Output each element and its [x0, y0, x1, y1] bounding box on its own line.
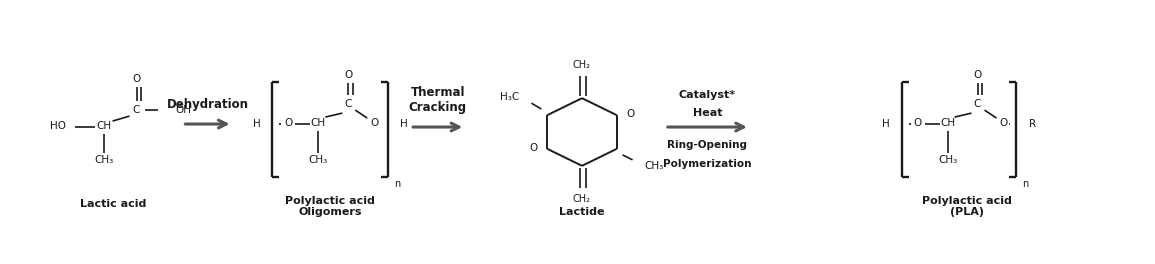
- Text: C: C: [133, 105, 140, 115]
- Text: R: R: [1029, 119, 1036, 129]
- Text: Dehydration: Dehydration: [166, 98, 248, 111]
- Text: Polylactic acid
(PLA): Polylactic acid (PLA): [922, 196, 1012, 218]
- Text: CH₃: CH₃: [938, 155, 957, 165]
- Text: OH: OH: [176, 105, 192, 115]
- Text: Ring-Opening: Ring-Opening: [668, 140, 747, 150]
- Text: H: H: [253, 119, 260, 129]
- Text: CH: CH: [96, 121, 111, 131]
- Text: Lactic acid: Lactic acid: [81, 199, 147, 209]
- Text: O: O: [626, 109, 635, 119]
- Text: CH: CH: [940, 118, 955, 128]
- Text: O: O: [284, 118, 292, 128]
- Text: C: C: [344, 99, 352, 109]
- Text: CH₃: CH₃: [644, 161, 664, 171]
- Text: H₃C: H₃C: [500, 92, 520, 102]
- Text: HO: HO: [50, 121, 66, 131]
- Text: CH₃: CH₃: [94, 155, 113, 165]
- Text: Heat: Heat: [693, 108, 722, 118]
- Text: Catalyst*: Catalyst*: [679, 90, 736, 100]
- Text: Polylactic acid
Oligomers: Polylactic acid Oligomers: [285, 196, 375, 218]
- Text: O: O: [914, 118, 922, 128]
- Text: CH: CH: [311, 118, 326, 128]
- Text: Thermal
Cracking: Thermal Cracking: [409, 86, 467, 114]
- Text: H: H: [401, 119, 408, 129]
- Text: O: O: [974, 70, 982, 80]
- Text: O: O: [133, 74, 141, 84]
- Text: Lactide: Lactide: [559, 206, 605, 216]
- Text: H: H: [882, 119, 889, 129]
- Text: C: C: [974, 99, 982, 109]
- Text: CH₂: CH₂: [573, 194, 591, 204]
- Text: n: n: [394, 179, 401, 189]
- Text: n: n: [1022, 179, 1029, 189]
- Text: CH₂: CH₂: [573, 60, 591, 70]
- Text: Polymerization: Polymerization: [663, 159, 752, 169]
- Text: O: O: [370, 118, 379, 128]
- Text: O: O: [999, 118, 1007, 128]
- Text: CH₃: CH₃: [308, 155, 328, 165]
- Text: O: O: [529, 143, 537, 153]
- Text: O: O: [344, 70, 352, 80]
